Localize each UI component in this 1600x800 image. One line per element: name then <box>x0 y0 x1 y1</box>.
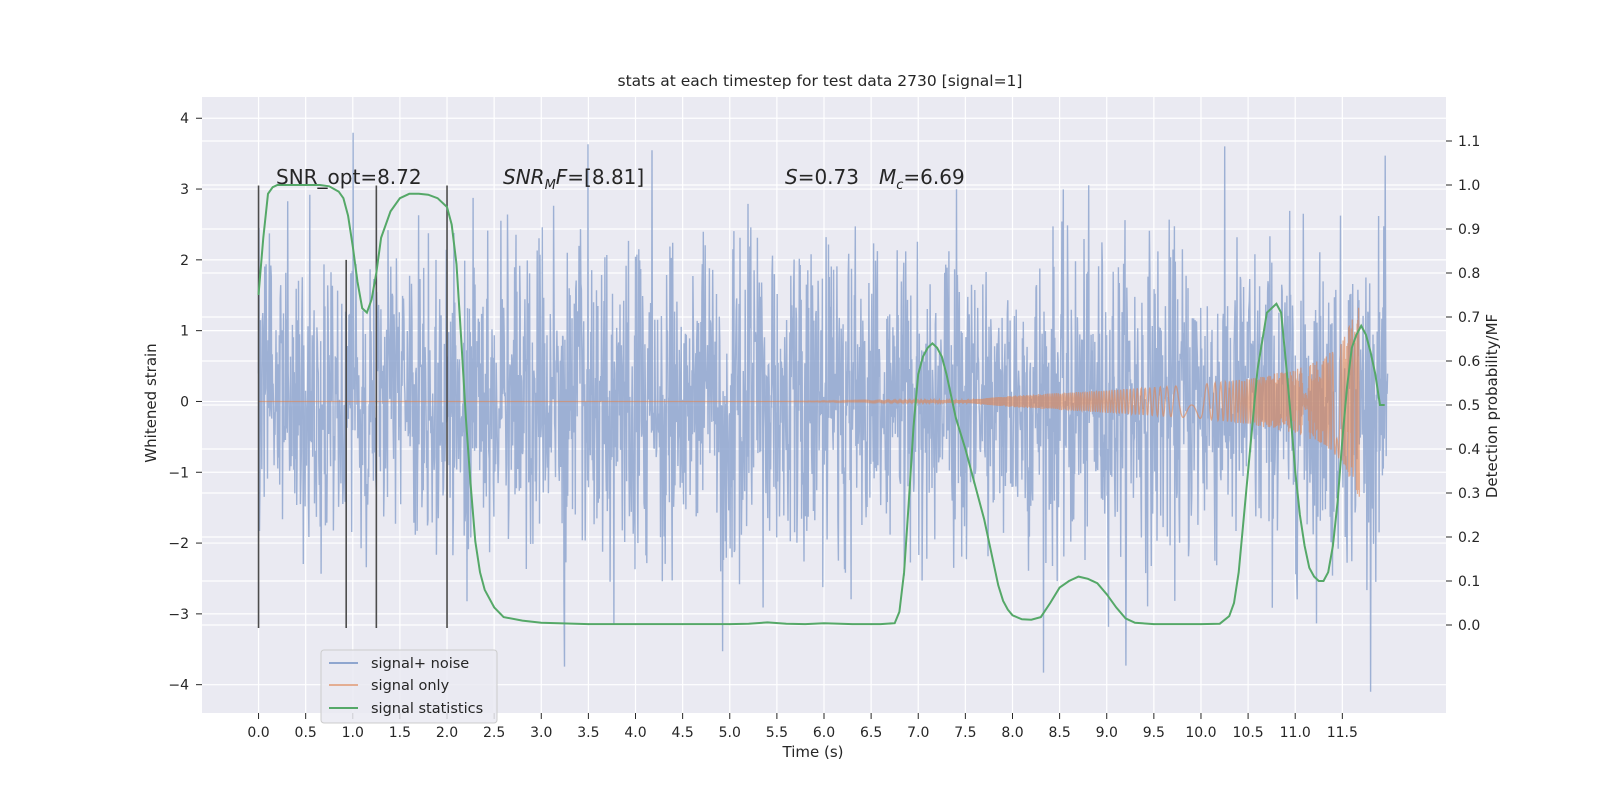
x-tick-label: 7.5 <box>954 725 976 741</box>
snr-mf-f: F <box>556 165 568 189</box>
y-right-tick-label: 1.0 <box>1458 178 1480 194</box>
chart-title: stats at each timestep for test data 273… <box>618 72 1023 90</box>
x-tick-label: 4.0 <box>624 725 646 741</box>
annotation-mc: Mc=6.69 <box>879 165 965 193</box>
annotation-snr-opt: SNR_opt=8.72 <box>276 165 422 189</box>
y-left-tick-label: 3 <box>180 182 189 198</box>
series-signal-statistics <box>257 184 1385 626</box>
snr-mf-base: SNR <box>503 165 545 189</box>
statistics-line <box>257 184 1385 626</box>
y-right-tick-label: 1.1 <box>1458 134 1480 150</box>
y-axis-right-label: Detection probability/MF <box>1483 314 1501 498</box>
y-left-tick-label: −1 <box>168 465 189 481</box>
vertical-markers <box>257 185 448 629</box>
y-left-tick-label: −3 <box>168 607 189 623</box>
snr-mf-value: =[8.81] <box>567 165 644 189</box>
y-right-tick-label: 0.4 <box>1458 442 1480 458</box>
y-right-tick-label: 0.5 <box>1458 398 1480 414</box>
legend-label-stats: signal statistics <box>371 701 483 717</box>
legend-box <box>320 649 498 724</box>
mc-value: =6.69 <box>903 165 964 189</box>
x-tick-label: 9.0 <box>1096 725 1118 741</box>
x-tick-label: 8.0 <box>1001 725 1023 741</box>
y-left-tick-label: −2 <box>168 536 189 552</box>
x-tick-label: 1.5 <box>389 725 411 741</box>
y-left-tick-label: 4 <box>180 111 189 127</box>
y-right-tick-label: 0.1 <box>1458 574 1480 590</box>
x-tick-label: 7.0 <box>907 725 929 741</box>
y-left-tick-label: 2 <box>180 253 189 269</box>
x-tick-label: 11.0 <box>1280 725 1311 741</box>
s-value: =0.73 <box>798 165 859 189</box>
legend: signal+ noise signal only signal statist… <box>320 649 498 724</box>
y-axis-left-label: Whitened strain <box>142 343 160 462</box>
x-tick-label: 11.5 <box>1327 725 1358 741</box>
x-axis-label: Time (s) <box>782 743 844 761</box>
y-right-tick-label: 0.8 <box>1458 266 1480 282</box>
annotation-snr-mf: SNRMF=[8.81] <box>503 165 644 193</box>
x-tick-label: 1.0 <box>342 725 364 741</box>
y-right-tick-label: 0.7 <box>1458 310 1480 326</box>
legend-label-noise: signal+ noise <box>371 656 469 672</box>
mc-base: M <box>879 165 896 189</box>
x-tick-label: 10.5 <box>1233 725 1264 741</box>
y-right-tick-label: 0.9 <box>1458 222 1480 238</box>
series-signal-only <box>258 307 1360 497</box>
x-tick-label: 9.5 <box>1143 725 1165 741</box>
mc-sub: c <box>896 178 903 193</box>
y-left-tick-label: −4 <box>168 678 189 694</box>
axes: 0.0 0.5 1.0 1.5 2.0 2.5 3.0 3.5 4.0 4.5 5.0 5.5 6.0 6… <box>168 111 1480 741</box>
x-tick-label: 5.5 <box>766 725 788 741</box>
x-tick-label: 2.0 <box>436 725 458 741</box>
snr-mf-sub: M <box>545 178 556 193</box>
signal-line <box>258 307 1360 497</box>
x-tick-label: 6.0 <box>813 725 835 741</box>
s-label: S <box>785 165 798 189</box>
x-tick-label: 4.5 <box>672 725 694 741</box>
x-tick-label: 10.0 <box>1185 725 1216 741</box>
y-right-tick-label: 0.0 <box>1458 618 1480 634</box>
legend-label-signal: signal only <box>371 678 450 694</box>
x-tick-label: 5.0 <box>719 725 741 741</box>
x-tick-label: 0.5 <box>295 725 317 741</box>
x-tick-label: 3.0 <box>530 725 552 741</box>
y-right-tick-label: 0.3 <box>1458 486 1480 502</box>
x-tick-label: 2.5 <box>483 725 505 741</box>
y-right-tick-label: 0.2 <box>1458 530 1480 546</box>
x-tick-label: 0.0 <box>247 725 269 741</box>
annotation-s: S=0.73 <box>785 165 859 189</box>
y-left-tick-label: 0 <box>180 394 189 410</box>
y-right-tick-label: 0.6 <box>1458 354 1480 370</box>
x-tick-label: 6.5 <box>860 725 882 741</box>
y-left-tick-label: 1 <box>180 324 189 340</box>
x-tick-label: 3.5 <box>577 725 599 741</box>
x-tick-label: 8.5 <box>1048 725 1070 741</box>
